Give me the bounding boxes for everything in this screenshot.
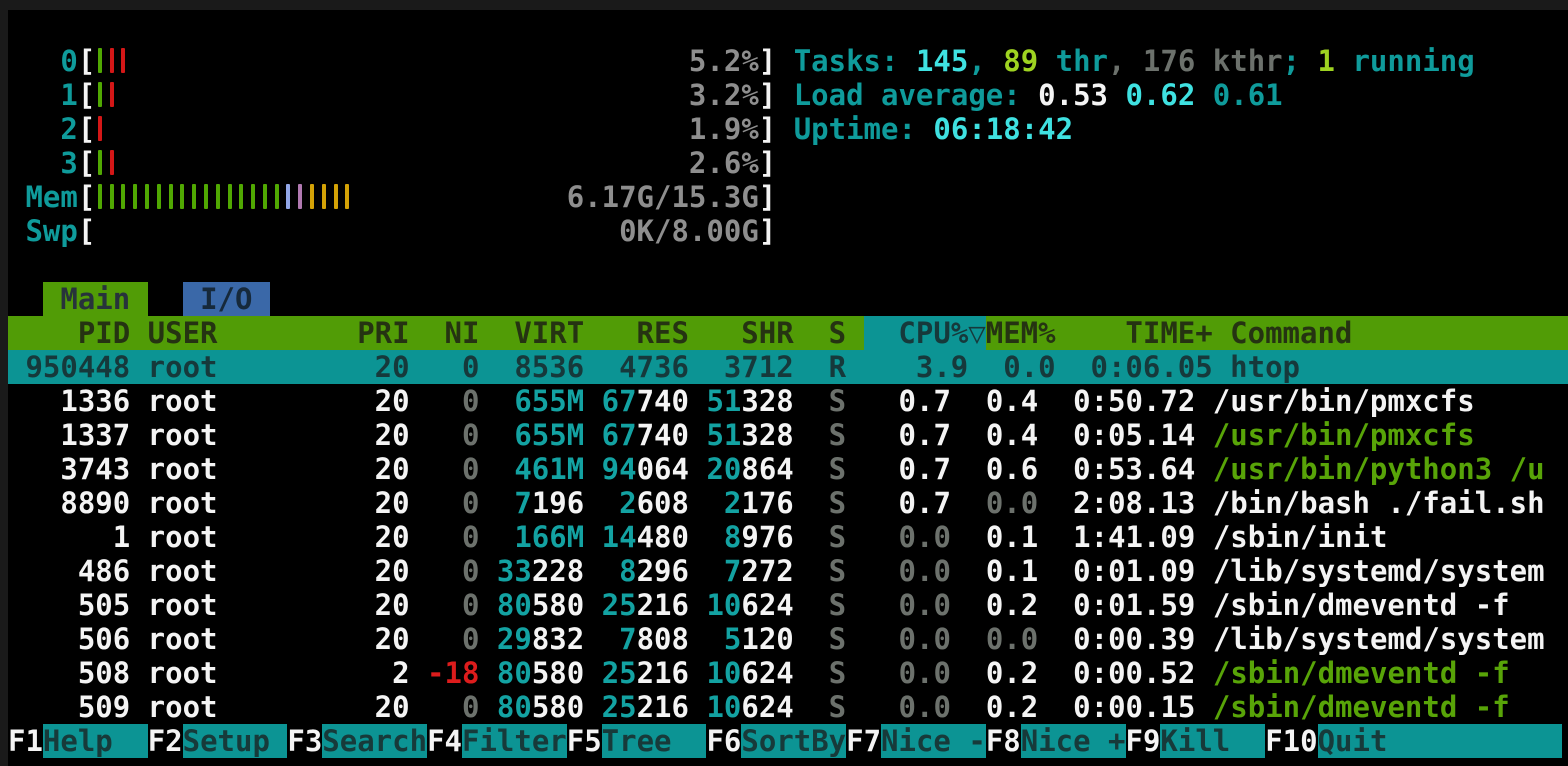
tab-io[interactable]: I/O	[182, 282, 270, 316]
fkey-f7-nice-[interactable]: F7Nice -	[846, 724, 986, 758]
function-key-bar: F1Help F2Setup F3SearchF4FilterF5Tree F6…	[8, 724, 1568, 758]
cpu-meter-0-bar	[109, 48, 114, 73]
memory-meter-bar	[180, 184, 185, 209]
cpu-meter-0-bar	[97, 48, 102, 73]
cpu-meter-0: 0[ 5.2%] Tasks: 145, 89 thr, 176 kthr; 1…	[8, 44, 1475, 78]
fkey-f2-setup[interactable]: F2Setup	[147, 724, 288, 758]
memory-meter-bar	[215, 184, 220, 209]
memory-meter-bar	[156, 184, 161, 209]
memory-meter-bar	[145, 184, 150, 209]
sort-column-cpu[interactable]: CPU%▽	[863, 316, 986, 350]
cpu-meter-2: 2[ 1.9%] Uptime: 06:18:42	[8, 112, 1074, 146]
memory-meter-bar	[97, 184, 102, 209]
process-row-8890[interactable]: 8890 root 20 0 7196 2608 2176 S 0.7 0.0 …	[8, 486, 1545, 520]
cpu-meter-3-bar	[97, 150, 102, 175]
blank-line	[8, 10, 1568, 44]
cpu-meter-1: 1[ 3.2%] Load average: 0.53 0.62 0.61	[8, 78, 1283, 112]
fkey-f5-tree[interactable]: F5Tree	[566, 724, 707, 758]
process-row-508[interactable]: 508 root 2 -18 80580 25216 10624 S 0.0 0…	[8, 656, 1510, 690]
memory-meter-bar	[286, 184, 291, 209]
memory-meter-bar	[168, 184, 173, 209]
cpu-meter-1-bar	[109, 82, 114, 107]
htop-terminal: 0[ 5.2%] Tasks: 145, 89 thr, 176 kthr; 1…	[8, 10, 1568, 766]
process-row-950448[interactable]: 950448 root 20 0 8536 4736 3712 R 3.9 0.…	[8, 350, 1568, 384]
memory-meter-bar	[227, 184, 232, 209]
memory-meter-bar	[274, 184, 279, 209]
fkey-f8-nice-[interactable]: F8Nice +	[985, 724, 1126, 758]
cpu-meter-3: 3[ 2.6%]	[8, 146, 777, 180]
table-header-row[interactable]: PID USER PRI NI VIRT RES SHR S CPU%▽MEM%…	[8, 316, 1568, 350]
memory-meter-bar	[203, 184, 208, 209]
process-row-486[interactable]: 486 root 20 0 33228 8296 7272 S 0.0 0.1 …	[8, 554, 1545, 588]
fkey-f1-help[interactable]: F1Help	[8, 724, 148, 758]
terminal-content: 0[ 5.2%] Tasks: 145, 89 thr, 176 kthr; 1…	[8, 10, 1568, 758]
load-average: Load average: 0.53 0.62 0.61	[793, 78, 1283, 112]
memory-meter-bar	[333, 184, 338, 209]
swap-meter: Swp[ 0K/8.00G]	[8, 214, 777, 248]
memory-meter-bar	[262, 184, 267, 209]
process-row-1337[interactable]: 1337 root 20 0 655M 67740 51328 S 0.7 0.…	[8, 418, 1475, 452]
fkey-f3-search[interactable]: F3Search	[287, 724, 428, 758]
fkey-f10-quit[interactable]: F10Quit	[1265, 724, 1563, 758]
process-row-1[interactable]: 1 root 20 0 166M 14480 8976 S 0.0 0.1 1:…	[8, 520, 1388, 554]
tab-main[interactable]: Main	[42, 282, 148, 316]
memory-meter: Mem[ 6.17G/15.3G]	[8, 180, 777, 214]
memory-meter-bar	[192, 184, 197, 209]
blank-line	[8, 248, 1568, 282]
memory-meter-bar	[251, 184, 256, 209]
memory-meter-bar	[298, 184, 303, 209]
screen-tabs: Main I/O	[8, 282, 1568, 316]
memory-meter-bar	[321, 184, 326, 209]
memory-meter-bar	[121, 184, 126, 209]
process-row-505[interactable]: 505 root 20 0 80580 25216 10624 S 0.0 0.…	[8, 588, 1510, 622]
process-row-3743[interactable]: 3743 root 20 0 461M 94064 20864 S 0.7 0.…	[8, 452, 1545, 486]
fkey-f9-kill[interactable]: F9Kill	[1125, 724, 1266, 758]
fkey-f4-filter[interactable]: F4Filter	[427, 724, 567, 758]
process-row-506[interactable]: 506 root 20 0 29832 7808 5120 S 0.0 0.0 …	[8, 622, 1545, 656]
fkey-f6-sortby[interactable]: F6SortBy	[706, 724, 847, 758]
cpu-meter-1-bar	[97, 82, 102, 107]
process-row-509[interactable]: 509 root 20 0 80580 25216 10624 S 0.0 0.…	[8, 690, 1510, 724]
memory-meter-bar	[345, 184, 350, 209]
cpu-meter-3-bar	[109, 150, 114, 175]
process-row-1336[interactable]: 1336 root 20 0 655M 67740 51328 S 0.7 0.…	[8, 384, 1475, 418]
uptime: Uptime: 06:18:42	[793, 112, 1074, 146]
memory-meter-bar	[109, 184, 114, 209]
memory-meter-bar	[133, 184, 138, 209]
cpu-meter-2-bar	[97, 116, 102, 141]
tasks-summary: Tasks: 145, 89 thr, 176 kthr; 1 running	[793, 44, 1475, 78]
memory-meter-bar	[239, 184, 244, 209]
memory-meter-bar	[310, 184, 315, 209]
cpu-meter-0-bar	[121, 48, 126, 73]
